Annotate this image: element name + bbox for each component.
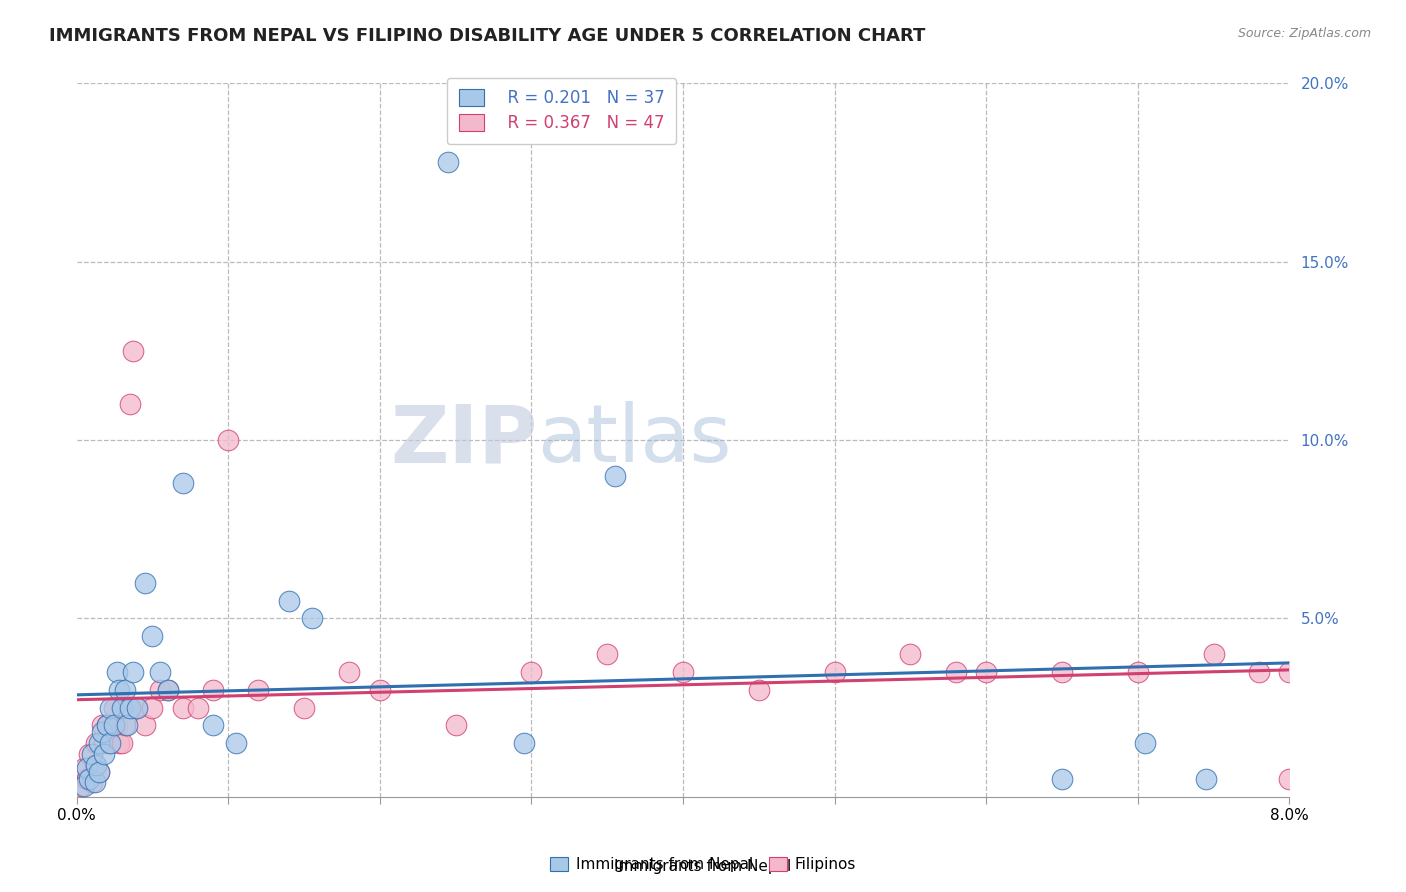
Point xyxy=(91,725,114,739)
Point xyxy=(201,682,224,697)
Point xyxy=(672,665,695,679)
Point xyxy=(1195,772,1218,786)
Point xyxy=(301,611,323,625)
Point xyxy=(98,736,121,750)
Point xyxy=(83,775,105,789)
Legend: Immigrants from Nepal, Filipinos: Immigrants from Nepal, Filipinos xyxy=(543,849,863,880)
Point xyxy=(107,665,129,679)
Point xyxy=(134,575,156,590)
Point xyxy=(107,718,129,732)
Point xyxy=(444,718,467,732)
Point xyxy=(141,629,163,643)
Point xyxy=(1050,665,1073,679)
Point xyxy=(1202,647,1225,661)
Point xyxy=(134,718,156,732)
Point xyxy=(748,682,770,697)
Point xyxy=(121,343,143,358)
Point xyxy=(172,475,194,490)
Point xyxy=(898,647,921,661)
Point xyxy=(76,761,98,775)
Point xyxy=(217,433,239,447)
Point xyxy=(974,665,997,679)
Point xyxy=(156,682,179,697)
Point xyxy=(277,593,299,607)
Point xyxy=(111,736,134,750)
Point xyxy=(201,718,224,732)
Point xyxy=(1247,665,1270,679)
Point xyxy=(73,779,96,793)
Point xyxy=(603,468,626,483)
Point xyxy=(89,764,111,779)
Point xyxy=(141,700,163,714)
Point xyxy=(1278,772,1301,786)
Text: Immigrants from Nepal: Immigrants from Nepal xyxy=(614,859,792,874)
Point xyxy=(121,665,143,679)
Point xyxy=(247,682,270,697)
Point xyxy=(114,682,136,697)
Point xyxy=(149,665,172,679)
Point xyxy=(73,761,96,775)
Point xyxy=(80,775,103,789)
Point xyxy=(127,700,149,714)
Point xyxy=(945,665,967,679)
Point xyxy=(114,718,136,732)
Point xyxy=(77,772,100,786)
Point xyxy=(596,647,619,661)
Point xyxy=(824,665,846,679)
Point xyxy=(118,700,141,714)
Text: Source: ZipAtlas.com: Source: ZipAtlas.com xyxy=(1237,27,1371,40)
Point xyxy=(118,397,141,411)
Point xyxy=(225,736,247,750)
Point xyxy=(91,718,114,732)
Point xyxy=(96,718,118,732)
Point xyxy=(108,736,131,750)
Point xyxy=(80,747,103,761)
Point xyxy=(93,736,115,750)
Legend:   R = 0.201   N = 37,   R = 0.367   N = 47: R = 0.201 N = 37, R = 0.367 N = 47 xyxy=(447,78,676,144)
Point xyxy=(368,682,391,697)
Point xyxy=(339,665,361,679)
Point xyxy=(172,700,194,714)
Text: ZIP: ZIP xyxy=(389,401,537,479)
Point xyxy=(156,682,179,697)
Point xyxy=(149,682,172,697)
Point xyxy=(93,747,115,761)
Point xyxy=(76,772,98,786)
Point xyxy=(1126,665,1149,679)
Point xyxy=(84,736,107,750)
Point xyxy=(70,779,93,793)
Point xyxy=(103,700,125,714)
Point xyxy=(1135,736,1157,750)
Point xyxy=(1278,665,1301,679)
Point xyxy=(89,736,111,750)
Point xyxy=(98,700,121,714)
Point xyxy=(98,736,121,750)
Point xyxy=(77,747,100,761)
Text: IMMIGRANTS FROM NEPAL VS FILIPINO DISABILITY AGE UNDER 5 CORRELATION CHART: IMMIGRANTS FROM NEPAL VS FILIPINO DISABI… xyxy=(49,27,925,45)
Point xyxy=(89,764,111,779)
Point xyxy=(292,700,315,714)
Point xyxy=(111,700,134,714)
Point xyxy=(187,700,209,714)
Point xyxy=(103,718,125,732)
Point xyxy=(127,700,149,714)
Point xyxy=(437,154,460,169)
Point xyxy=(520,665,543,679)
Point xyxy=(83,757,105,772)
Point xyxy=(108,682,131,697)
Text: atlas: atlas xyxy=(537,401,731,479)
Point xyxy=(96,718,118,732)
Point xyxy=(84,757,107,772)
Point xyxy=(115,718,138,732)
Point xyxy=(1050,772,1073,786)
Point xyxy=(513,736,536,750)
